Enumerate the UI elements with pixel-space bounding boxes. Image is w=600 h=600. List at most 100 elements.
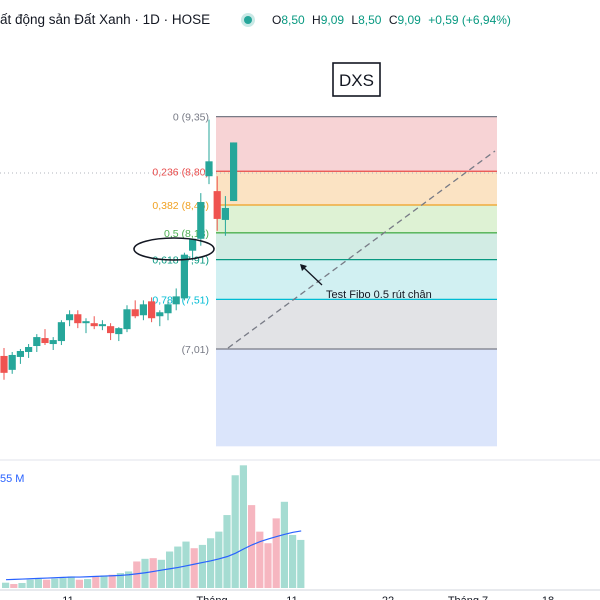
fib-band-1 (216, 171, 497, 206)
volume-bar (116, 573, 124, 588)
candle-body (123, 309, 131, 330)
volume-bar (248, 505, 256, 588)
close-label: C (388, 13, 398, 27)
open-value: 8,50 (281, 13, 305, 27)
x-tick-label: 18 (542, 595, 554, 600)
close-value: 9,09 (397, 13, 421, 27)
candle (107, 323, 115, 341)
candle (74, 310, 82, 329)
candle-body (66, 314, 74, 321)
candle-body (205, 161, 213, 177)
market-status-dot (244, 16, 252, 24)
fib-band-4 (216, 259, 497, 300)
fib-trend-line (227, 150, 496, 349)
volume-bar (207, 538, 215, 588)
fib-band-5 (216, 299, 497, 349)
fib-band-2 (216, 205, 497, 233)
x-tick-label: Tháng 7 (448, 595, 488, 600)
fib-label-1: 0,236 (8,80) (152, 166, 209, 178)
high-label: H (312, 13, 321, 27)
fib-band-3 (216, 232, 497, 260)
change-value: +0,59 (+6,94%) (428, 13, 511, 27)
volume-bar (26, 579, 34, 588)
fib-label-6: (7,01) (182, 344, 209, 356)
volume-bar (10, 584, 18, 588)
candle-body (230, 142, 238, 202)
candle (57, 320, 65, 346)
high-value: 9,09 (320, 13, 345, 27)
candle (98, 320, 106, 331)
x-tick-label: Tháng (196, 595, 227, 600)
fib-label-0: 0 (9,35) (173, 112, 209, 124)
annotation-arrow-line (302, 266, 323, 286)
candle-body (131, 309, 139, 317)
fib-highlight-ellipse (133, 237, 215, 261)
volume-bar (59, 578, 67, 588)
candle-body (25, 347, 33, 352)
candle (41, 329, 49, 346)
volume-bar (272, 518, 280, 588)
candle (131, 300, 139, 319)
low-label: L (351, 13, 359, 27)
candle (90, 316, 98, 330)
candle (16, 349, 24, 364)
candle-body (148, 301, 156, 319)
volume-ma-line (5, 530, 302, 581)
symbol-header: ất động sản Đất Xanh · 1D · HOSE O8,50 H… (0, 0, 600, 40)
symbol-box-text: DXS (339, 71, 374, 90)
candle (123, 305, 131, 333)
volume-label: 55 M (0, 473, 24, 485)
candle (148, 297, 156, 323)
volume-bar (198, 544, 206, 588)
candle-body (16, 350, 24, 357)
volume-bar (133, 561, 141, 588)
volume-bar (280, 501, 288, 588)
candle (82, 318, 90, 334)
candle-body (57, 322, 65, 342)
annotation-arrow-head (300, 264, 307, 271)
candle (25, 344, 33, 358)
candle-body (8, 354, 16, 370)
low-value: 8,50 (358, 13, 382, 27)
volume-bar (108, 574, 116, 588)
candle-body (115, 328, 123, 335)
candle (172, 288, 180, 311)
candle-body (180, 254, 188, 299)
candle (139, 300, 147, 321)
candle (213, 176, 221, 231)
candle (33, 334, 41, 352)
x-tick-label: 22 (382, 595, 394, 600)
volume-bar (182, 541, 190, 588)
candle-body (139, 304, 147, 316)
volume-bar (223, 515, 231, 588)
candle (197, 193, 205, 246)
volume-bar (149, 558, 157, 588)
volume-bar (297, 539, 305, 588)
candle (8, 351, 16, 374)
volume-bar (125, 571, 133, 588)
candle-body (213, 191, 221, 219)
candle-body (107, 326, 115, 334)
candle (205, 119, 213, 185)
candle-body (156, 312, 164, 317)
volume-bar (100, 575, 108, 588)
candle-body (82, 321, 90, 324)
volume-bar (157, 559, 165, 588)
volume-bar (289, 534, 297, 588)
volume-bar (43, 579, 51, 588)
fib-band-6 (216, 349, 497, 447)
symbol-title[interactable]: ất động sản Đất Xanh · 1D · HOSE (0, 12, 211, 27)
open-label: O (272, 13, 282, 27)
fib-label-5: 0,786 (7,51) (152, 294, 209, 306)
candle (115, 327, 123, 342)
candle-body (98, 324, 106, 327)
candle-body (33, 337, 41, 347)
candle (164, 300, 172, 321)
x-tick-label: 11 (286, 595, 297, 600)
candle (221, 196, 229, 236)
volume-bar (141, 558, 149, 588)
volume-bar (215, 531, 223, 588)
volume-bar (51, 578, 59, 588)
annotation-text: Test Fibo 0.5 rút chân (326, 289, 432, 301)
